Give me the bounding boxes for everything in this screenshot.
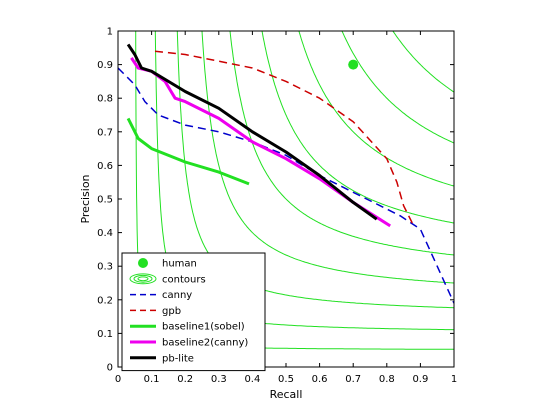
x-tick-label: 0.5 bbox=[278, 374, 294, 385]
series-line bbox=[126, 43, 378, 221]
legend: human contours canny gpb baseline1(sobel) bas… bbox=[121, 252, 266, 372]
x-tick-label: 0.6 bbox=[312, 374, 328, 385]
x-tick-label: 0.7 bbox=[345, 374, 361, 385]
y-tick-label: 0.1 bbox=[97, 329, 113, 340]
y-axis-label: Precision bbox=[79, 174, 92, 223]
f-measure-contour bbox=[298, 31, 454, 187]
f-measure-contour bbox=[176, 31, 454, 309]
x-tick-label: 0.4 bbox=[244, 374, 260, 385]
y-tick-label: 0.7 bbox=[97, 127, 113, 138]
y-tick-label: 0.3 bbox=[97, 262, 113, 273]
y-tick-label: 0.4 bbox=[97, 228, 113, 239]
f-measure-contour bbox=[392, 31, 454, 93]
series-layer bbox=[118, 43, 454, 304]
x-axis-label: Recall bbox=[270, 388, 303, 401]
legend-label: baseline2(canny) bbox=[162, 338, 248, 349]
series-line bbox=[126, 117, 250, 186]
legend-swatch bbox=[138, 258, 148, 268]
legend-label: contours bbox=[162, 274, 206, 285]
x-tick-label: 1 bbox=[451, 374, 457, 385]
y-tick-label: 0.9 bbox=[97, 60, 113, 71]
x-tick-label: 0.1 bbox=[144, 374, 160, 385]
legend-label: human bbox=[162, 259, 197, 270]
f-measure-contour bbox=[201, 31, 454, 284]
y-tick-label: 1 bbox=[107, 27, 113, 38]
y-tick-label: 0.2 bbox=[97, 295, 113, 306]
y-tick-label: 0.5 bbox=[97, 195, 113, 206]
x-tick-label: 0 bbox=[115, 374, 121, 385]
series-line bbox=[154, 50, 415, 227]
x-tick-label: 0.8 bbox=[379, 374, 395, 385]
x-tick-label: 0.9 bbox=[412, 374, 428, 385]
legend-swatch bbox=[137, 276, 149, 282]
x-tick-label: 0.3 bbox=[211, 374, 227, 385]
legend-swatch bbox=[129, 273, 157, 285]
legend-label: gpb bbox=[162, 306, 181, 317]
legend-label: pb-lite bbox=[162, 353, 194, 364]
y-tick-label: 0 bbox=[107, 363, 113, 374]
legend-swatch bbox=[133, 274, 153, 283]
human-point bbox=[348, 59, 359, 70]
f-measure-contour bbox=[229, 31, 454, 256]
f-measure-contour bbox=[261, 31, 454, 224]
legend-label: baseline1(sobel) bbox=[162, 322, 245, 333]
f-measure-contour bbox=[341, 31, 454, 144]
series-line bbox=[118, 67, 454, 304]
y-tick-label: 0.6 bbox=[97, 161, 113, 172]
legend-label: canny bbox=[162, 290, 192, 301]
y-tick-label: 0.8 bbox=[97, 94, 113, 105]
legend-box bbox=[121, 252, 266, 372]
x-tick-label: 0.2 bbox=[177, 374, 193, 385]
